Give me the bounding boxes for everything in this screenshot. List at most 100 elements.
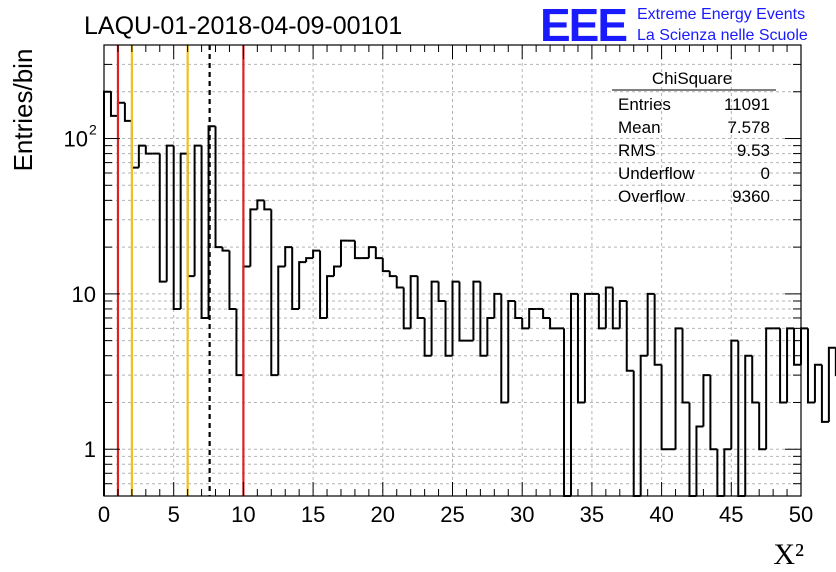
stats-value-rms: 9.53 — [737, 141, 770, 160]
histogram-bin-17 — [221, 247, 230, 252]
histogram-bin-14 — [200, 145, 209, 319]
histogram-bin-73 — [611, 287, 620, 330]
x-tick-label-0: 0 — [98, 502, 110, 527]
histogram-bin-46 — [423, 317, 432, 357]
histogram-bin-104 — [827, 346, 836, 422]
x-tick-label-1: 5 — [168, 502, 180, 527]
histogram-bin-89 — [723, 448, 732, 496]
histogram-bin-6 — [144, 145, 153, 155]
x-tick-label-3: 15 — [301, 502, 325, 527]
chart-title: LAQU-01-2018-04-09-00101 — [84, 12, 402, 40]
histogram-bin-60 — [521, 317, 530, 330]
histogram-bin-10 — [172, 145, 181, 310]
x-axis-label: X² — [773, 538, 804, 571]
x-tick-label-7: 35 — [580, 502, 604, 527]
histogram-bin-26 — [284, 246, 293, 267]
y-axis-label: Entries/bin — [8, 49, 38, 172]
histogram-bin-23 — [263, 200, 272, 211]
histogram-bin-103 — [820, 364, 829, 423]
stats-title: ChiSquare — [652, 69, 732, 88]
histogram-bin-11 — [179, 152, 188, 309]
histogram-bin-21 — [249, 208, 258, 267]
histogram-bin-31 — [319, 250, 328, 319]
axis-ticks — [103, 44, 802, 497]
y-tick-label-0: 1 — [84, 437, 96, 462]
histogram-bin-28 — [298, 261, 307, 309]
x-tick-label-6: 30 — [510, 502, 534, 527]
histogram-bin-41 — [388, 271, 397, 278]
histogram-bin-57 — [500, 293, 509, 404]
stats-rows: Entries 11091 Mean 7.578 RMS 9.53 Underflow 0 Ov… — [618, 95, 770, 206]
y-tick-label-2: 10 — [64, 127, 88, 152]
histogram-bin-94 — [758, 402, 767, 451]
histogram-bin-101 — [806, 328, 815, 404]
stats-label-entries: Entries — [618, 95, 671, 114]
histogram-bin-24 — [270, 209, 279, 377]
stats-value-underflow: 0 — [761, 164, 770, 183]
histogram-bin-48 — [437, 281, 446, 302]
histogram-bin-33 — [333, 265, 341, 277]
histogram-bin-39 — [374, 247, 383, 260]
histogram-bin-86 — [702, 374, 711, 427]
histogram-bin-13 — [193, 144, 202, 277]
x-tick-label-4: 20 — [371, 502, 395, 527]
histogram-bin-16 — [214, 126, 223, 249]
histogram-bin-38 — [367, 246, 376, 259]
stats-value-entries: 11091 — [724, 95, 770, 114]
reference-lines — [116, 45, 245, 496]
histogram-bin-8 — [158, 153, 167, 283]
histogram-bin-85 — [695, 425, 704, 496]
histogram-bin-54 — [479, 281, 488, 357]
histogram-bin-44 — [409, 275, 418, 329]
histogram-bin-53 — [472, 280, 481, 341]
histogram-bin-59 — [514, 300, 523, 319]
histogram-bin-82 — [674, 327, 683, 450]
histogram-bin-55 — [486, 316, 495, 356]
stats-label-overflow: Overflow — [618, 187, 686, 206]
histogram-bin-43 — [402, 287, 411, 330]
histogram-bin-51 — [458, 281, 467, 342]
histogram-bin-19 — [235, 308, 244, 377]
x-tick-label-9: 45 — [719, 502, 743, 527]
y-tick-label-1: 10 — [72, 282, 96, 307]
histogram-bin-47 — [430, 280, 439, 356]
histogram-bin-34 — [339, 239, 348, 267]
histogram-bin-1 — [109, 91, 118, 117]
histogram-bin-92 — [744, 354, 753, 496]
histogram-bin-29 — [305, 257, 314, 263]
histogram-bin-80 — [660, 364, 669, 451]
eee-logo: EEE Extreme Energy Events La Scienza nel… — [540, 0, 808, 51]
stats-label-mean: Mean — [618, 118, 661, 137]
histogram-bin-3 — [123, 102, 132, 122]
histogram-bin-45 — [416, 276, 425, 319]
histogram-bin-75 — [625, 300, 634, 372]
histogram-bin-74 — [618, 299, 627, 329]
histogram-bin-32 — [326, 275, 335, 318]
histogram-bin-71 — [597, 293, 606, 330]
histogram-bin-64 — [549, 317, 558, 330]
histogram-bin-63 — [542, 308, 551, 319]
logo-mark: EEE — [540, 0, 626, 51]
histogram-bin-79 — [653, 293, 662, 366]
stats-label-underflow: Underflow — [618, 164, 695, 183]
histogram-bin-50 — [451, 280, 460, 356]
histogram-bin-9 — [165, 144, 174, 282]
histogram-bin-77 — [639, 354, 648, 496]
x-tick-label-5: 25 — [440, 502, 464, 527]
histogram-bin-90 — [730, 339, 739, 450]
histogram-bin-36 — [353, 240, 362, 260]
histogram-bin-49 — [444, 300, 453, 357]
logo-line-2: La Scienza nelle Scuole — [637, 27, 808, 44]
histogram-bin-93 — [751, 355, 760, 404]
histogram-bin-30 — [312, 249, 321, 259]
histogram-bin-61 — [528, 307, 537, 329]
stats-value-mean: 7.578 — [727, 118, 770, 137]
stats-box: ChiSquare Entries 11091 Mean 7.578 RMS 9.53 Un… — [612, 69, 776, 206]
x-tick-label-10: 50 — [789, 502, 813, 527]
histogram-bin-40 — [381, 258, 390, 273]
histogram-bin-95 — [765, 327, 774, 450]
histogram-bin-72 — [604, 286, 613, 329]
histogram-bin-68 — [576, 293, 585, 404]
histogram-bin-25 — [277, 265, 286, 376]
